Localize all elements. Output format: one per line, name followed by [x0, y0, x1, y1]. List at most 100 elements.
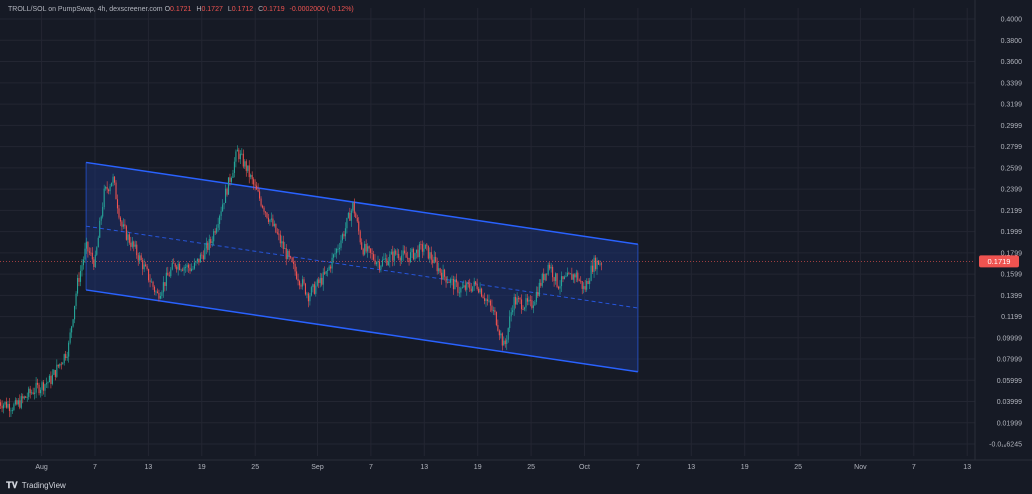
candle-body — [155, 291, 157, 293]
candle-body — [531, 300, 533, 308]
candle-body — [568, 272, 570, 274]
candle-body — [217, 224, 219, 228]
descending-channel[interactable] — [85, 161, 639, 373]
candle-body — [119, 217, 122, 222]
candle-body — [226, 188, 228, 195]
y-tick-label: 0.1599 — [1001, 272, 1023, 279]
candle-body — [449, 279, 452, 283]
candle-body — [248, 165, 250, 178]
candle-body — [565, 276, 567, 278]
candle-body — [85, 241, 87, 249]
y-tick-label: 0.3600 — [1001, 59, 1023, 66]
candle-body — [224, 188, 227, 203]
x-tick-label: Nov — [854, 464, 867, 471]
price-axis[interactable]: 0.4000 0.3800 0.3600 0.3399 0.3199 0.2999 0.27… — [974, 0, 1023, 460]
candle-body — [247, 165, 249, 171]
candle-body — [205, 242, 207, 249]
y-tick-label: 0.1799 — [1001, 250, 1023, 257]
candle-body — [168, 275, 170, 277]
candle-body — [404, 250, 406, 254]
candle-body — [180, 269, 182, 271]
candle-body — [472, 286, 474, 292]
candle-body — [56, 364, 58, 377]
candle-body — [161, 292, 163, 296]
candle-body — [402, 250, 404, 256]
candle-body — [171, 262, 173, 270]
candle-body — [106, 186, 108, 190]
candle-body — [476, 284, 478, 289]
candle-body — [211, 241, 213, 244]
candle-body — [1, 405, 3, 409]
symbol-title[interactable]: TROLL/SOL on PumpSwap, 4h, dexscreener.c… — [8, 6, 163, 13]
y-tick-label: 0.1399 — [1001, 293, 1023, 300]
candle-body — [575, 272, 577, 278]
tradingview-brand[interactable]: 𝐓𝐕 TradingView — [6, 480, 66, 491]
x-tick-label: 13 — [963, 464, 971, 471]
candle-body — [438, 268, 440, 272]
candle-body — [57, 364, 59, 367]
candle-body — [401, 255, 403, 261]
candle-body — [466, 282, 468, 290]
candle-body — [355, 213, 357, 218]
candle-body — [488, 300, 490, 302]
time-axis[interactable]: Aug 7 13 19 25 Sep 7 13 19 25 Oct 7 13 19 25 Nov 7 13 — [0, 459, 1032, 471]
candle-body — [352, 202, 354, 211]
low-value: 0.1712 — [231, 6, 254, 13]
candle-body — [54, 370, 56, 377]
y-tick-label: 0.3199 — [1001, 102, 1023, 109]
candle-body — [4, 401, 6, 405]
candle-body — [452, 278, 455, 290]
candle-body — [325, 271, 327, 274]
candle-body — [162, 282, 164, 293]
candle-body — [507, 328, 509, 340]
x-tick-label: Oct — [579, 464, 590, 471]
candle-body — [74, 305, 76, 320]
candle-body — [164, 282, 166, 286]
candle-body — [76, 278, 79, 294]
candle-body — [309, 295, 311, 302]
channel-lower-line — [85, 289, 639, 373]
candle-body — [427, 245, 429, 259]
candle-body — [572, 274, 574, 280]
candle-body — [287, 250, 289, 259]
candle-body — [420, 244, 422, 246]
candle-body — [589, 280, 591, 284]
candle-body — [251, 174, 253, 180]
candle-body — [475, 281, 477, 285]
candle-body — [71, 326, 73, 333]
candle-body — [433, 256, 435, 264]
x-tick-label: Aug — [35, 464, 48, 471]
candle-body — [362, 249, 364, 255]
candle-body — [492, 310, 494, 312]
candle-body — [321, 277, 323, 285]
candle-body — [14, 400, 16, 405]
candle-body — [210, 239, 212, 244]
candle-body — [229, 177, 231, 182]
candle-body — [377, 261, 379, 263]
candle-body — [316, 279, 318, 286]
candle-body — [491, 305, 493, 311]
candle-body — [65, 354, 67, 359]
candle-body — [259, 191, 261, 199]
candle-body — [526, 298, 529, 302]
candle-body — [485, 299, 487, 301]
candle-body — [50, 375, 52, 384]
candle-body — [365, 243, 367, 252]
candle-body — [374, 259, 376, 265]
candle-body — [37, 382, 39, 385]
candle-body — [60, 363, 62, 365]
candle-body — [414, 252, 416, 260]
candle-body — [245, 161, 247, 171]
candle-body — [145, 264, 147, 267]
candle-body — [275, 223, 277, 233]
candle-body — [553, 277, 555, 282]
candle-body — [288, 250, 290, 257]
candle-body — [519, 298, 521, 300]
candle-body — [335, 248, 338, 254]
candle-body — [555, 273, 557, 282]
candle-body — [173, 262, 175, 264]
candle-body — [552, 266, 554, 278]
candle-body — [359, 231, 361, 243]
candle-body — [313, 284, 315, 294]
